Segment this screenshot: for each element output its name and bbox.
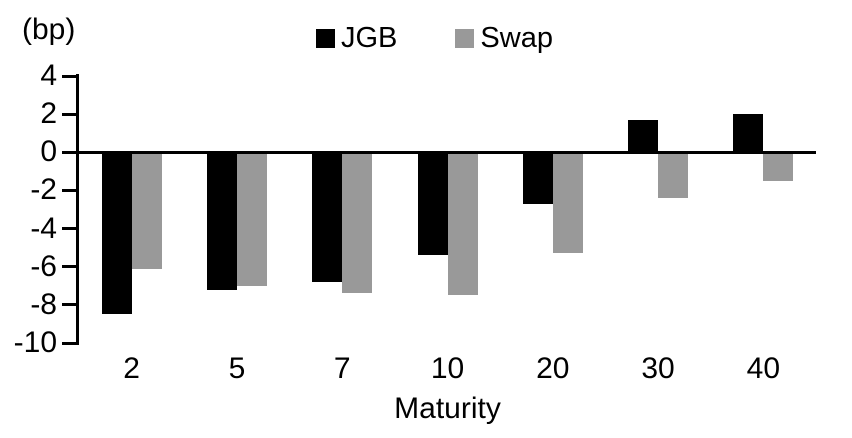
x-tick-label: 5	[228, 352, 246, 385]
bar-swap-5	[236, 152, 267, 286]
y-tick-label: 4	[40, 59, 57, 92]
x-tick-label: 20	[536, 352, 570, 385]
bar-swap-10	[447, 152, 478, 296]
bar-jgb-7	[312, 152, 343, 282]
zero-line	[79, 150, 816, 154]
y-tick-label: -8	[30, 287, 57, 321]
plot-area: 4 2 0 -2 -4 -6 -8 -10 2 5 7 10 20 30 40	[14, 59, 816, 385]
y-tick-mark	[62, 188, 76, 192]
y-tick-mark	[62, 74, 76, 78]
bar-jgb-10	[417, 152, 448, 256]
y-tick-mark	[62, 150, 76, 154]
legend-item-jgb: JGB	[316, 22, 397, 54]
y-tick-label: 2	[40, 97, 57, 131]
y-tick-mark	[62, 341, 76, 345]
bar-swap-40	[763, 152, 794, 181]
legend-item-swap: Swap	[455, 22, 553, 54]
y-axis-unit-label: (bp)	[22, 13, 76, 46]
legend-swatch-jgb	[316, 28, 335, 48]
x-axis-title: Maturity	[394, 392, 501, 425]
bar-swap-30	[658, 152, 689, 199]
y-tick-mark	[62, 112, 76, 116]
y-axis-line	[76, 74, 79, 345]
x-tick-label: 40	[746, 352, 781, 385]
x-tick-label: 2	[123, 352, 140, 385]
legend: JGB Swap	[316, 22, 553, 54]
bar-jgb-20	[522, 152, 553, 204]
bar-jgb-40	[733, 114, 764, 153]
x-tick-label: 10	[430, 352, 465, 385]
x-tick-label: 30	[641, 352, 675, 385]
y-tick-label: -10	[13, 326, 57, 359]
bar-jgb-2	[101, 152, 132, 315]
y-tick-label: 0	[40, 135, 57, 169]
x-tick-label: 7	[333, 352, 351, 385]
legend-label-jgb: JGB	[341, 22, 398, 54]
bar-jgb-30	[628, 119, 659, 153]
y-tick-label: -6	[30, 249, 57, 283]
y-tick-mark	[62, 265, 76, 269]
y-tick-label: -2	[30, 173, 57, 207]
legend-label-swap: Swap	[480, 22, 553, 54]
bar-swap-7	[342, 152, 373, 294]
bar-swap-20	[552, 152, 583, 254]
y-tick-mark	[62, 227, 76, 231]
legend-swatch-swap	[455, 28, 475, 48]
y-tick-mark	[62, 303, 76, 307]
bar-swap-2	[131, 152, 162, 269]
y-tick-label: -4	[30, 211, 57, 245]
bar-jgb-5	[206, 152, 237, 290]
